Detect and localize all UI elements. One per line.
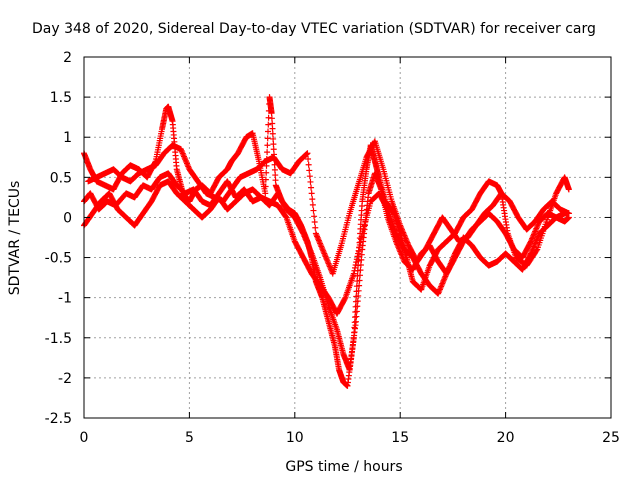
data-point bbox=[350, 270, 357, 277]
data-point bbox=[269, 125, 276, 132]
data-point bbox=[270, 141, 277, 148]
data-point bbox=[351, 267, 358, 274]
data-point bbox=[269, 120, 276, 127]
y-tick-label: 1 bbox=[63, 130, 72, 146]
x-tick-labels: 0 5 10 15 20 25 bbox=[80, 430, 620, 446]
y-axis-label: SDTVAR / TECUs bbox=[7, 181, 23, 296]
data-point bbox=[265, 121, 272, 128]
data-point bbox=[312, 224, 319, 231]
data-point bbox=[357, 262, 364, 269]
data-point bbox=[262, 183, 269, 190]
x-tick-label: 25 bbox=[602, 430, 620, 446]
data-point bbox=[268, 115, 275, 122]
data-point bbox=[264, 128, 271, 135]
data-point bbox=[354, 298, 361, 305]
data-point bbox=[306, 173, 313, 180]
data-point bbox=[271, 166, 278, 173]
data-point bbox=[357, 267, 364, 274]
data-point bbox=[309, 201, 316, 208]
data-point bbox=[310, 207, 317, 214]
data-point bbox=[308, 190, 315, 197]
data-point bbox=[356, 282, 363, 289]
data-point bbox=[264, 135, 271, 142]
data-point bbox=[270, 146, 277, 153]
data-point bbox=[311, 213, 318, 220]
plot-frame bbox=[83, 56, 612, 419]
data-point bbox=[307, 178, 314, 185]
data-point bbox=[264, 149, 271, 156]
y-tick-label: 0.5 bbox=[50, 170, 72, 186]
data-point bbox=[358, 236, 365, 243]
data-point bbox=[304, 150, 311, 157]
y-tick-label: -0.5 bbox=[45, 251, 72, 267]
data-point bbox=[355, 287, 362, 294]
data-points bbox=[81, 94, 572, 389]
data-point bbox=[355, 250, 362, 257]
data-point bbox=[341, 295, 348, 302]
data-point bbox=[355, 292, 362, 299]
series-trace-a bbox=[81, 94, 572, 389]
data-point bbox=[311, 219, 318, 226]
data-point bbox=[354, 303, 361, 310]
data-point bbox=[268, 110, 275, 117]
data-point bbox=[353, 313, 360, 320]
x-tick-label: 20 bbox=[497, 430, 515, 446]
data-point bbox=[356, 241, 363, 248]
data-point bbox=[352, 318, 359, 325]
data-point bbox=[383, 205, 390, 212]
y-tick-label: 1.5 bbox=[50, 90, 72, 106]
x-tick-label: 0 bbox=[80, 430, 89, 446]
y-tick-label: 0 bbox=[63, 210, 72, 226]
data-point bbox=[305, 155, 312, 162]
data-point bbox=[272, 177, 279, 184]
y-tick-labels: -2.5 -2 -1.5 -1 -0.5 0 0.5 1 1.5 2 bbox=[45, 50, 72, 427]
y-tick-label: -1.5 bbox=[45, 331, 72, 347]
data-point bbox=[305, 161, 312, 168]
data-point bbox=[263, 162, 270, 169]
data-point bbox=[358, 251, 365, 258]
data-point bbox=[353, 308, 360, 315]
data-point bbox=[353, 259, 360, 266]
data-point bbox=[306, 167, 313, 174]
data-point bbox=[262, 190, 269, 197]
x-tick-label: 10 bbox=[286, 430, 304, 446]
data-point bbox=[352, 262, 359, 269]
data-point bbox=[264, 142, 271, 149]
data-point bbox=[355, 247, 362, 254]
data-point bbox=[565, 186, 572, 193]
data-point bbox=[358, 233, 365, 240]
data-point bbox=[352, 264, 359, 271]
data-point bbox=[309, 196, 316, 203]
data-point bbox=[565, 210, 572, 217]
data-point bbox=[270, 135, 277, 142]
data-point bbox=[357, 239, 364, 246]
y-tick-label: -2.5 bbox=[45, 411, 72, 427]
data-point bbox=[263, 169, 270, 176]
data-point bbox=[269, 130, 276, 137]
data-point bbox=[262, 176, 269, 183]
data-point bbox=[356, 272, 363, 279]
tick-marks bbox=[83, 56, 612, 419]
data-point bbox=[356, 244, 363, 251]
x-tick-label: 5 bbox=[185, 430, 194, 446]
chart-title: Day 348 of 2020, Sidereal Day-to-day VTE… bbox=[32, 21, 596, 37]
y-tick-label: 2 bbox=[63, 50, 72, 66]
data-point bbox=[308, 184, 315, 191]
x-axis-label: GPS time / hours bbox=[285, 459, 402, 475]
data-point bbox=[356, 277, 363, 284]
y-tick-label: -1 bbox=[58, 291, 72, 307]
data-point bbox=[354, 253, 361, 260]
data-point bbox=[353, 256, 360, 263]
x-tick-label: 15 bbox=[391, 430, 409, 446]
data-point bbox=[272, 172, 279, 179]
series-trace-d bbox=[85, 138, 572, 277]
y-tick-label: -2 bbox=[58, 371, 72, 387]
